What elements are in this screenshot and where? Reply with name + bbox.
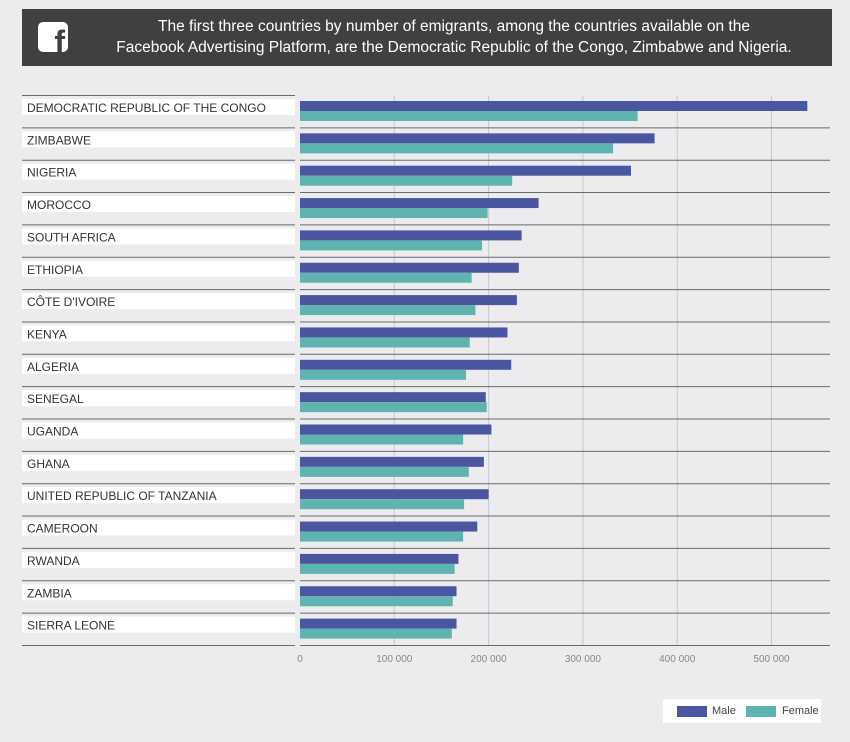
bar-male [300,586,457,597]
category-label-box [22,228,295,245]
category-label: GHANA [27,457,70,471]
bar-male [300,262,519,273]
category-label: ETHIOPIA [27,263,83,277]
category-label: ZAMBIA [27,586,72,600]
bar-male [300,521,478,532]
x-tick-label: 300 000 [565,654,602,665]
category-label: SENEGAL [27,392,84,406]
bar-male [300,392,486,403]
category-label: NIGERIA [27,166,76,180]
category-label: CAMEROON [27,522,98,536]
bar-female [300,369,466,380]
chart-banner: f The first three countries by number of… [22,9,832,66]
bar-female [300,499,465,510]
bar-male [300,553,459,564]
x-tick-label: 400 000 [659,654,696,665]
category-label-box [22,422,295,439]
category-label: CÔTE D'IVOIRE [27,294,115,309]
category-label-box [22,454,295,471]
x-tick-label: 500 000 [753,654,790,665]
category-label: SIERRA LEONE [27,619,115,633]
bar-female [300,434,464,445]
bar-male [300,359,512,370]
bar-male [300,456,484,467]
legend-swatch-male [677,706,707,717]
category-label: KENYA [27,327,67,341]
category-label: UNITED REPUBLIC OF TANZANIA [27,489,217,503]
category-label: SOUTH AFRICA [27,230,116,244]
category-label-box [22,551,295,568]
bar-male [300,424,492,435]
bar-male [300,230,522,241]
category-label-box [22,260,295,277]
category-label-box [22,616,295,633]
bar-female [300,143,614,154]
legend: Male Female [663,699,821,723]
bar-female [300,175,513,186]
category-label-box [22,487,295,504]
category-label-box [22,325,295,342]
category-label-box [22,293,295,310]
bar-female [300,208,488,219]
x-tick-label: 100 000 [376,654,413,665]
banner-text: The first three countries by number of e… [116,18,792,56]
category-label-box [22,390,295,407]
bar-male [300,133,655,144]
category-label: DEMOCRATIC REPUBLIC OF THE CONGO [27,101,266,115]
category-label-box [22,99,295,115]
bar-female [300,563,455,574]
bar-female [300,531,464,542]
bar-female [300,596,453,607]
bar-female [300,272,472,283]
category-label-box [22,196,295,213]
category-label: RWANDA [27,554,80,568]
bar-female [300,111,638,121]
bar-male [300,101,808,111]
bar-male [300,618,457,629]
x-tick-label: 0 [297,654,303,665]
category-label: ZIMBABWE [27,133,91,147]
category-label-box [22,519,295,536]
category-label: ALGERIA [27,360,79,374]
category-label: UGANDA [27,425,78,439]
category-label-box [22,131,295,148]
bar-female [300,466,469,477]
bar-male [300,489,489,500]
x-tick-label: 200 000 [471,654,508,665]
legend-label-female: Female [782,705,819,717]
bar-female [300,628,452,639]
bar-female [300,402,487,413]
category-label-box [22,584,295,601]
category-label-box [22,163,295,180]
bar-male [300,165,631,176]
bar-male [300,198,539,209]
bar-male [300,327,508,338]
category-label: MOROCCO [27,198,91,212]
legend-swatch-female [746,706,776,717]
bar-female [300,337,470,348]
facebook-icon: f [38,22,68,52]
category-label-box [22,357,295,374]
bar-female [300,305,476,316]
bar-male [300,295,517,306]
bar-female [300,240,482,251]
legend-label-male: Male [712,705,736,717]
